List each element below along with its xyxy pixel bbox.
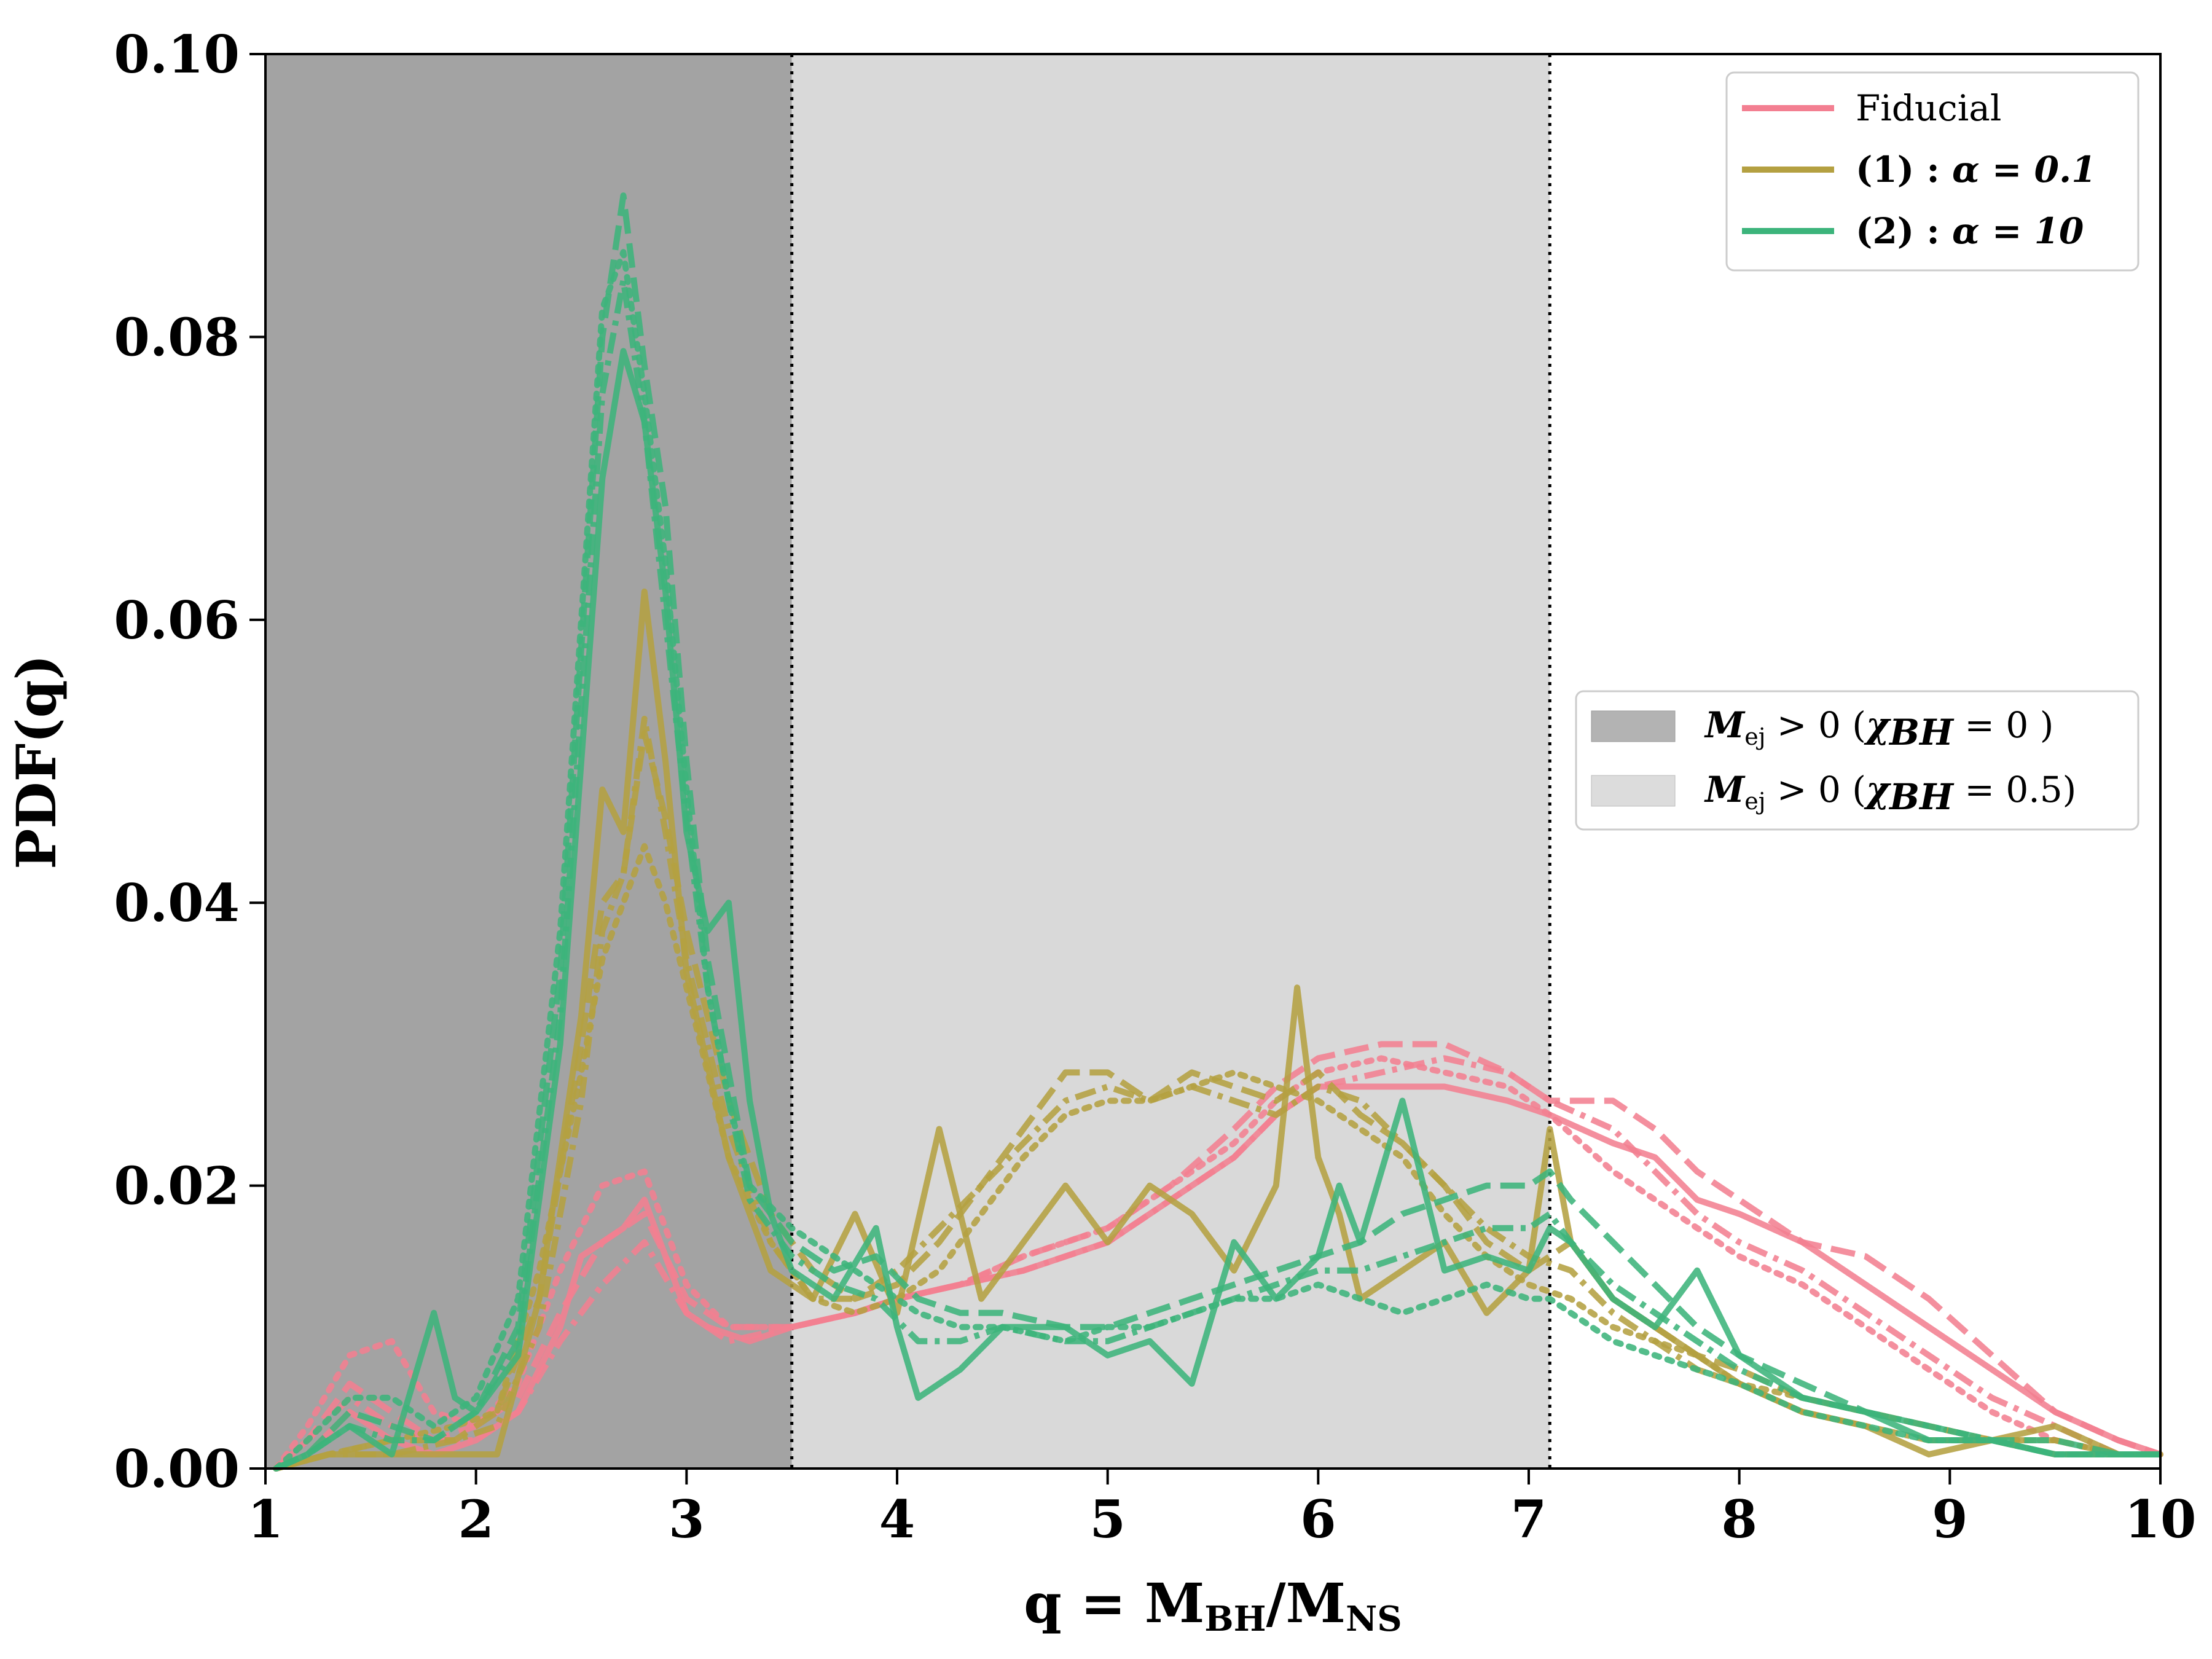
region-legend-swatch-chi0.5 [1591,775,1676,807]
region-legend-label-chi0: Mej > 0 (χBH = 0 ) [1704,704,2053,753]
region-legend-label-chi0.5-sub: ej [1744,788,1765,815]
region-legend-label-chi0.5-chi: χ [1864,769,1892,810]
x-tick-label-4: 5 [1089,1489,1125,1550]
series-legend-box [1725,71,2139,272]
legend-label-alpha-0.1-prefix: (1) : [1856,149,1952,190]
legend-label-alpha-0.1-math: α = 0.1 [1952,149,2096,190]
series-2-dotted-line [273,249,2163,1472]
y-tick-label-0: 0.00 [114,1438,240,1499]
x-axis-title-sub2: NS [1346,1599,1402,1639]
x-axis-title-part2: /M [1266,1571,1346,1635]
x-tick-label-6: 7 [1511,1489,1547,1550]
region-legend-label-chi0-chi: χ [1864,704,1892,746]
x-tick-label-0: 1 [248,1489,283,1550]
y-axis-ticks: 0.00 0.02 0.04 0.06 0.08 0.10 [114,24,265,1499]
region-legend-label-chi0-chisub: BH [1888,712,1955,753]
x-tick-label-5: 6 [1300,1489,1336,1550]
plot-frame [264,53,2162,1470]
legend-label-alpha-10-prefix: (2) : [1856,210,1952,252]
legend-label-alpha-0.1: (1) : α = 0.1 [1856,149,2096,190]
x-axis-title-sub1: BH [1204,1599,1266,1639]
y-tick-label-1: 0.02 [114,1156,240,1217]
x-tick-label-3: 4 [879,1489,915,1550]
region-legend-label-chi0-rest: > 0 ( [1765,704,1865,746]
region-legend-box [1575,690,2139,831]
series-lines [273,192,2163,1472]
region-legend-label-chi0-end: = 0 ) [1953,704,2053,746]
region-legend-label-chi0-m: M [1704,704,1746,746]
y-tick-label-5: 0.10 [114,24,240,85]
series-1-dotted-line [273,843,2163,1472]
x-tick-label-1: 2 [458,1489,493,1550]
region-legend-label-chi0.5-end: = 0.5) [1953,769,2076,810]
series-legend: Fiducial (1) : α = 0.1 (2) : α = 10 [1725,71,2139,272]
series-2-dashdot-line [275,277,2160,1472]
x-tick-label-7: 8 [1721,1489,1757,1550]
region-legend: Mej > 0 (χBH = 0 ) Mej > 0 (χBH = 0.5) [1575,690,2139,831]
x-tick-label-9: 10 [2125,1489,2197,1550]
legend-label-fiducial: Fiducial [1856,87,2001,129]
y-axis-title: PDF(q) [4,654,68,869]
y-tick-label-2: 0.04 [114,873,240,933]
legend-label-alpha-10: (2) : α = 10 [1856,210,2084,252]
x-axis-title: q = MBH/MNS [1024,1571,1402,1639]
legend-label-alpha-10-math: α = 10 [1952,210,2084,252]
y-tick-label-4: 0.08 [114,307,240,367]
region-legend-label-chi0.5-rest: > 0 ( [1765,769,1865,810]
series-2-dashed-line [275,192,2160,1472]
x-tick-label-2: 3 [669,1489,704,1550]
region-legend-label-chi0.5: Mej > 0 (χBH = 0.5) [1704,769,2076,818]
region-legend-label-chi0-sub: ej [1744,723,1765,750]
x-axis-title-part1: q = M [1024,1571,1204,1635]
region-legend-swatch-chi0 [1591,710,1676,742]
x-tick-label-8: 9 [1932,1489,1967,1550]
region-legend-label-chi0.5-m: M [1704,769,1746,810]
shaded-region-1 [791,54,1550,1469]
y-tick-label-3: 0.06 [114,590,240,651]
region-legend-label-chi0.5-chisub: BH [1888,776,1955,818]
x-axis-ticks: 1 2 3 4 5 6 7 8 9 10 [248,1469,2197,1550]
